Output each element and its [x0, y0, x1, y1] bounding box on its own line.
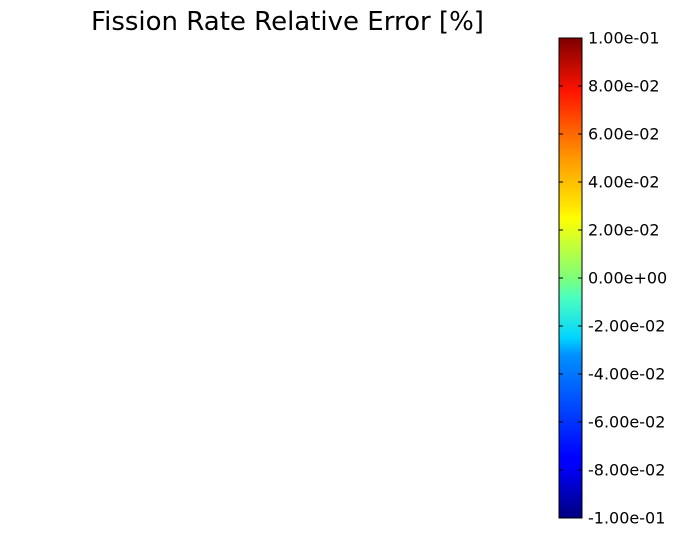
colorbar-tick-label: 2.00e-02	[588, 221, 660, 240]
colorbar-tick-label: -8.00e-02	[588, 461, 665, 480]
colorbar-ticks: 1.00e-01 8.00e-02 6.00e-02 4.00e-02 2.00e-02…	[559, 29, 667, 528]
colorbar-tick-label: -2.00e-02	[588, 317, 665, 336]
colorbar-tick-label: 1.00e-01	[588, 29, 660, 48]
colorbar-tick-label: 6.00e-02	[588, 125, 660, 144]
colorbar-tick-label: 8.00e-02	[588, 77, 660, 96]
colorbar-tick-label: -4.00e-02	[588, 365, 665, 384]
heatmap-plot-area	[20, 40, 540, 520]
colorbar-tick-label: 0.00e+00	[588, 269, 667, 288]
colorbar-tick-label: -1.00e-01	[588, 509, 665, 528]
colorbar-tick-label: 4.00e-02	[588, 173, 660, 192]
colorbar-tick-label: -6.00e-02	[588, 413, 665, 432]
chart-title: Fission Rate Relative Error [%]	[91, 7, 484, 37]
